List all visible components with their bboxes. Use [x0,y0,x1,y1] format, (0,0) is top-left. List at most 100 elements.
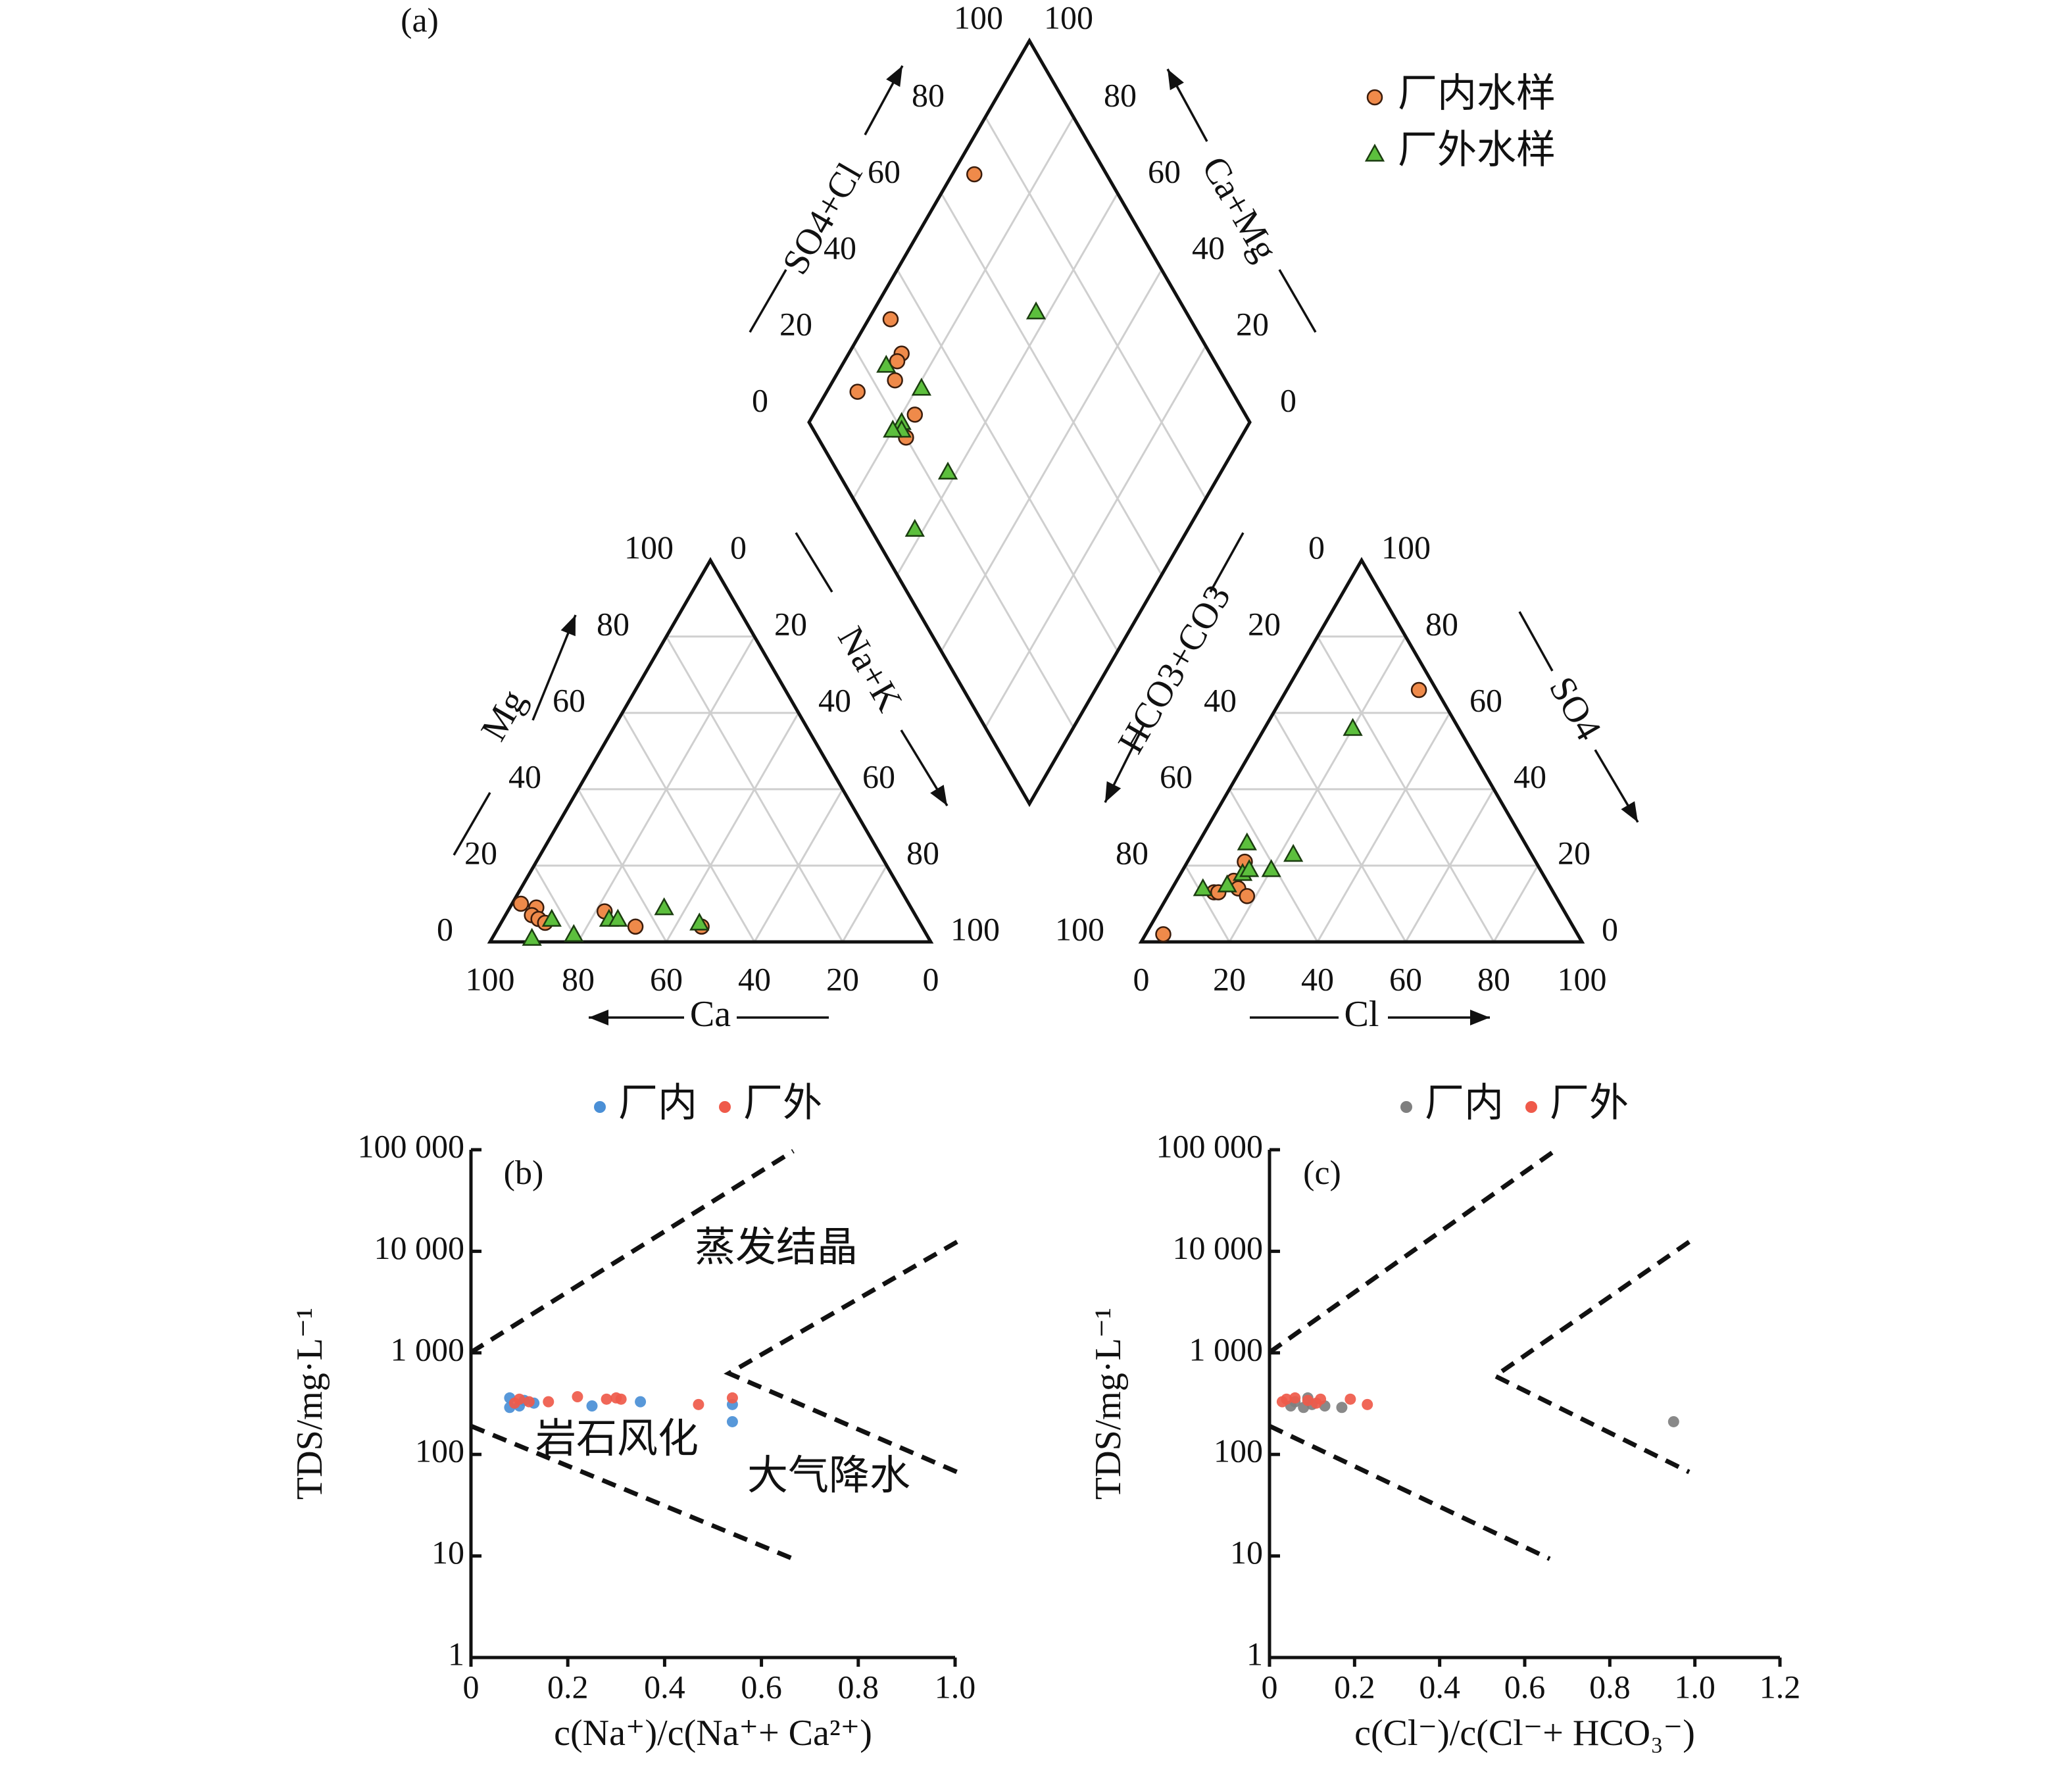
bottom-tick-label: 60 [650,960,683,997]
bottom-tick-label: 80 [1477,960,1510,997]
bottom-tick-label: 40 [1301,960,1334,997]
legend-dot [719,1101,731,1113]
data-point [601,1393,612,1405]
right-tick-label: 40 [1514,758,1546,795]
diamond-right-tick: 20 [1236,305,1269,342]
data-point [543,1396,555,1408]
y-tick-label: 100 [1214,1433,1263,1469]
grid-line [1184,865,1231,943]
right-tick-label: 60 [862,758,895,795]
bottom-tick-label: 40 [738,960,771,997]
left-tick-label: 20 [1248,605,1281,642]
y-tick-label: 10 [432,1534,464,1571]
hco3-line [1209,532,1245,593]
diamond-right-tick: 100 [1044,0,1093,36]
diamond-point [889,353,906,370]
anion-point [1239,859,1260,877]
data-point [1336,1402,1348,1414]
data-point [1281,1393,1293,1405]
x-axis-label: c(Cl⁻)/c(Cl⁻+ HCO₃⁻) [1354,1713,1695,1754]
diamond-point [849,383,866,400]
diamond-left-tick: 0 [752,381,768,418]
y-axis-label: TDS/mg·L⁻¹ [289,1308,330,1500]
grid-line [577,789,668,943]
diamond-right-tick: 40 [1192,229,1225,266]
axis-title-mg: Mg [473,683,534,747]
cation-point [627,918,644,935]
x-tick-label: 0.4 [1419,1668,1460,1705]
so4-arrow-head [1621,801,1638,822]
left-tick-label: 40 [508,758,541,795]
axis-title-ca: Ca [690,994,731,1035]
grid-line [984,116,1207,499]
right-tick-label: 80 [1425,605,1458,642]
diamond-point [904,518,925,537]
nak-line [795,532,833,593]
so4-line [1518,611,1554,672]
x-tick-label: 0.4 [644,1668,685,1705]
diamond-left-tick: 20 [779,305,812,342]
right-tick-label: 40 [818,681,851,718]
left-tick-label: 80 [1116,834,1148,871]
gibbs-plot-c: 1 10 100 1 000 10 000 100 000 0 0.2 0.4 0.6 0.8 1.0… [1088,1081,1800,1754]
data-point [572,1390,583,1402]
x-tick-label: 0.8 [1589,1668,1631,1705]
cl-arrow-head [1470,1010,1490,1025]
right-tick-label: 80 [906,834,939,871]
y-tick-label: 1 [1246,1635,1263,1672]
region-label: 蒸发结晶 [695,1225,858,1270]
axis-title-so4: SO4 [1541,670,1610,747]
grid-line [753,789,844,943]
x-tick-label: 0.2 [1334,1668,1375,1705]
bottom-tick-label: 20 [1213,960,1246,997]
bottom-tick-label: 100 [466,960,515,997]
mg-arrow-head [560,615,576,637]
camg-arrow-head [1168,69,1184,91]
left-tick-label: 0 [1308,529,1325,566]
data-point [615,1393,627,1405]
diamond-point [887,372,903,389]
data-point [635,1396,647,1408]
grid-line [665,712,800,943]
y-tick-label: 1 000 [1189,1331,1264,1367]
right-tick-label: 20 [1558,834,1591,871]
legend-marker-circle [1366,89,1383,106]
x-tick-label: 0 [463,1668,480,1705]
x-tick-label: 0.6 [1504,1668,1546,1705]
camg-line [1278,269,1317,333]
grid-line [1316,712,1451,943]
cation-point [654,897,674,916]
gibbs-plot-b: 1 10 100 1 000 10 000 100 000 0 0.2 0.4 0.6 0.8 1.0… [289,1081,975,1754]
grid-line [841,865,888,943]
cation-point [512,895,530,912]
nak-arrow-head [930,785,947,806]
data-point [1315,1393,1327,1405]
y-axis-label: TDS/mg·L⁻¹ [1088,1308,1129,1500]
data-point [1362,1398,1373,1410]
grid-line [1404,789,1495,943]
diamond-point [906,406,924,423]
left-tick-label: 40 [1204,681,1237,718]
y-tick-label: 10 [1230,1534,1263,1571]
grid-line [1272,712,1407,943]
anion-point [1261,859,1281,877]
diamond-point [1025,301,1047,320]
legend-label: 厂外 [1550,1081,1629,1125]
grid-line [940,269,1163,652]
grid-line [533,865,580,943]
bottom-tick-label: 60 [1389,960,1422,997]
y-tick-label: 100 000 [358,1127,465,1164]
panel-label-a: (a) [401,2,439,39]
right-tick-label: 20 [774,605,807,642]
diamond-point [911,378,931,396]
bottom-tick-label: 0 [923,960,939,997]
legend-marker-triangle [1364,143,1385,162]
boundary-dashed-line [1268,1423,1551,1561]
grid-line [621,712,756,943]
so4cl-arrow-head [886,66,902,87]
legend-label: 厂外 [743,1081,822,1125]
y-tick-label: 10 000 [1173,1229,1264,1266]
ca-arrow-head [589,1010,608,1025]
